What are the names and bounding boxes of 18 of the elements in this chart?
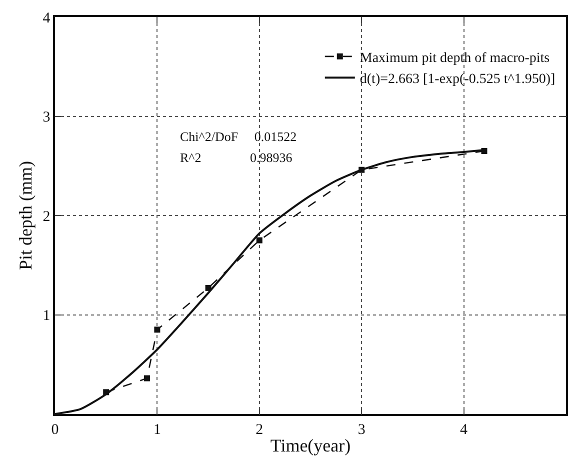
annotation: Chi^2/DoF 0.01522	[180, 129, 297, 144]
y-tick-label: 1	[42, 308, 50, 324]
y-tick-label: 4	[42, 10, 51, 26]
x-axis-title: Time(year)	[270, 435, 351, 456]
x-tick-label: 2	[256, 422, 264, 438]
y-axis-title: Pit depth (mm)	[15, 161, 36, 270]
x-tick-label: 4	[460, 422, 468, 438]
legend-label: d(t)=2.663 [1-exp(-0.525 t^1.950)]	[360, 72, 556, 88]
y-tick-label: 3	[42, 110, 50, 126]
point	[256, 237, 262, 244]
x-tick-label: 0	[51, 422, 59, 438]
x-tick-label: 3	[358, 422, 366, 438]
annotation: R^2 0.98936	[180, 150, 293, 165]
legend-label: Maximum pit depth of macro-pits	[360, 50, 550, 66]
y-tick-label: 2	[42, 208, 50, 225]
x-tick-label: 1	[153, 422, 161, 438]
point	[144, 375, 150, 382]
point	[154, 326, 160, 333]
